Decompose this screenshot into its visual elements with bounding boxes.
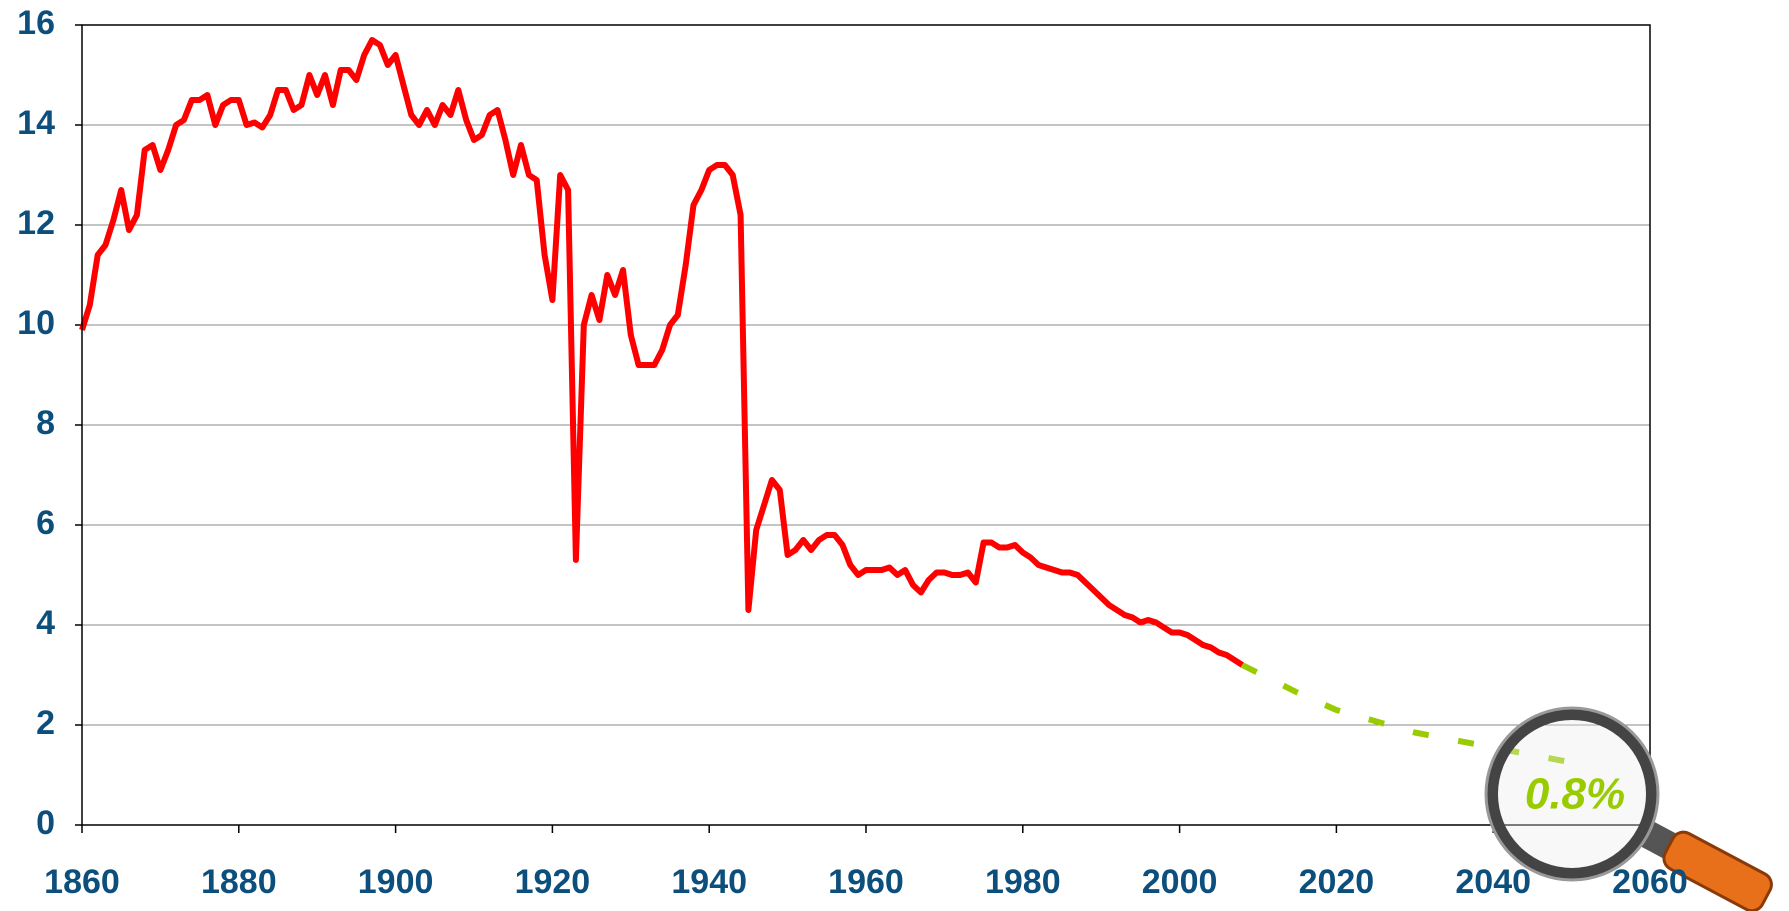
x-tick-label: 2040 [1455,863,1531,901]
y-tick-label: 6 [36,504,55,542]
y-tick-label: 0 [36,804,55,842]
x-tick-label: 2060 [1612,863,1688,901]
x-tick-label: 2000 [1142,863,1218,901]
series-line [82,40,1242,665]
y-tick-label: 2 [36,704,55,742]
x-tick-label: 1980 [985,863,1061,901]
x-tick-label: 1960 [828,863,904,901]
y-tick-label: 4 [36,604,55,642]
y-tick-label: 16 [17,4,55,42]
x-tick-label: 1900 [358,863,434,901]
y-tick-label: 12 [17,204,55,242]
x-tick-label: 1920 [515,863,591,901]
x-tick-label: 1940 [671,863,747,901]
annotation: 0.8% [1525,770,1625,819]
y-tick-label: 14 [17,104,55,142]
x-tick-label: 1880 [201,863,277,901]
y-tick-label: 10 [17,304,55,342]
chart: 0.8% 0 2 4 6 8 10 12 14 16 1860 1880 1900 1920 1940 19… [0,0,1789,911]
grid [75,25,1650,833]
y-tick-label: 8 [36,404,55,442]
lines [82,40,1572,763]
x-tick-label: 2020 [1299,863,1375,901]
x-tick-label: 1860 [44,863,120,901]
